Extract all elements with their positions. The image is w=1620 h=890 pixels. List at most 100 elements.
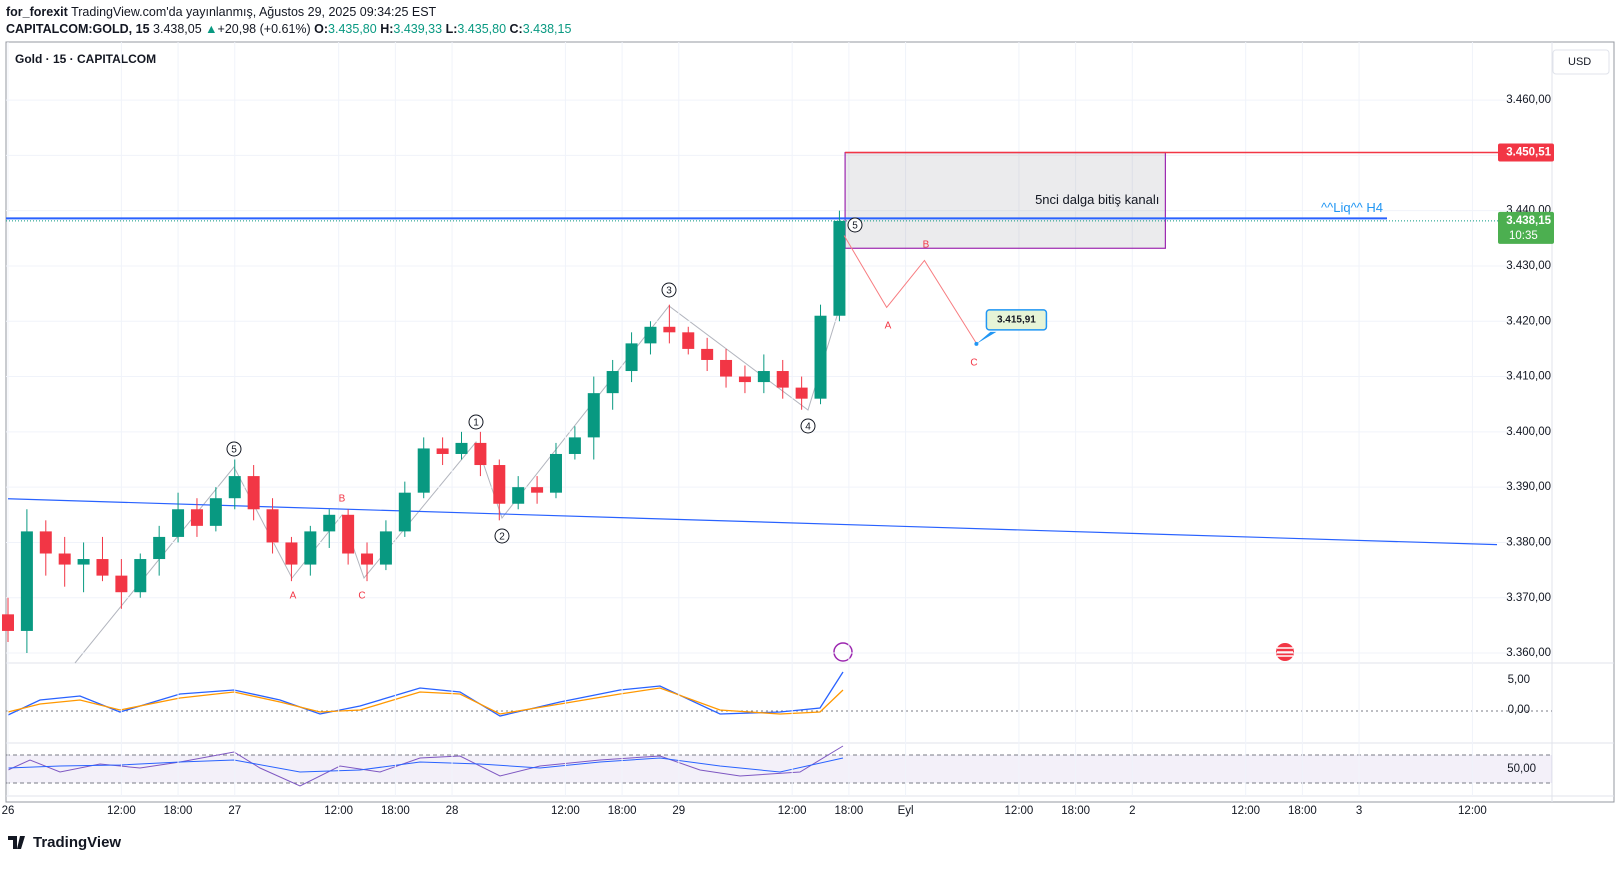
candle-body — [172, 509, 185, 537]
price: 3.438,05 — [153, 22, 202, 36]
channel-box — [844, 151, 1166, 249]
candle-body — [20, 531, 33, 631]
trendline — [7, 498, 1498, 546]
last-price-label: 3.438,15 — [1506, 215, 1551, 227]
y-tick-label: 3.400,00 — [1506, 426, 1551, 438]
candle-body — [417, 448, 430, 493]
x-tick-label: 12:00 — [107, 805, 136, 817]
symbol: CAPITALCOM:GOLD, 15 — [6, 22, 150, 36]
x-tick-label: 29 — [672, 805, 685, 817]
liquidity-label: ^^Liq^^ H4 — [1321, 200, 1383, 215]
h: 3.439,33 — [393, 22, 443, 36]
x-tick-label: 18:00 — [608, 805, 637, 817]
candle-body — [323, 514, 336, 532]
wave-circle — [661, 282, 677, 298]
wave-circle — [847, 217, 863, 233]
candle-body — [209, 498, 222, 526]
candle-body — [77, 559, 90, 565]
candle-body — [682, 332, 695, 349]
macd-tick: 0,00 — [1508, 704, 1530, 716]
x-tick-label: 18:00 — [1061, 805, 1090, 817]
x-tick-label: 27 — [228, 805, 241, 817]
candle-body — [644, 326, 657, 344]
candle-body — [436, 448, 449, 454]
candle-body — [304, 531, 317, 565]
x-tick-label: 12:00 — [778, 805, 807, 817]
wave-label: 4 — [805, 422, 811, 433]
y-tick-label: 3.390,00 — [1506, 481, 1551, 493]
x-tick-label: 2 — [1129, 805, 1135, 817]
x-tick-label: 18:00 — [1288, 805, 1317, 817]
footer: TradingView — [33, 834, 121, 851]
signal-line — [7, 687, 844, 715]
wave-label: 5 — [231, 445, 237, 456]
target-pointer — [976, 331, 997, 344]
flag-stripes — [1277, 647, 1293, 657]
candle-body — [833, 220, 846, 316]
l: 3.435,80 — [457, 22, 507, 36]
x-tick-label: Eyl — [898, 805, 914, 817]
event-icon[interactable] — [833, 642, 853, 662]
y-tick-label: 3.380,00 — [1506, 536, 1551, 548]
wave-circle — [468, 414, 484, 430]
h-key: H: — [380, 22, 394, 36]
published: TradingView.com'da yayınlanmış, Ağustos … — [71, 5, 437, 19]
candle-body — [153, 536, 166, 560]
candle-body — [493, 465, 506, 504]
header-line-1: for_forexit TradingView.com'da yayınlanm… — [6, 5, 436, 19]
c: 3.438,15 — [522, 22, 572, 36]
resistance-tag — [1498, 143, 1554, 162]
countdown: 10:35 — [1509, 230, 1538, 242]
x-tick-label: 18:00 — [381, 805, 410, 817]
channel-label: 5nci dalga bitiş kanalı — [1035, 192, 1159, 207]
wave-circle — [226, 441, 242, 457]
header-line-2: CAPITALCOM:GOLD, 15 3.438,05 ▲+20,98 (+0… — [6, 22, 571, 36]
currency: USD — [1568, 56, 1591, 68]
candle-body — [814, 315, 827, 399]
candle-body — [625, 343, 638, 372]
arrow: ▲ — [205, 22, 218, 36]
y-tick-label: 3.420,00 — [1506, 315, 1551, 327]
wave-label: A — [885, 321, 892, 332]
x-tick-label: 3 — [1356, 805, 1362, 817]
tv-logo — [8, 836, 25, 849]
currency-box[interactable] — [1552, 49, 1610, 75]
wave-circle — [800, 418, 816, 434]
rsi-tick: 50,00 — [1507, 763, 1536, 775]
candle-body — [455, 442, 468, 454]
candle-body — [96, 559, 109, 576]
frame — [5, 41, 1615, 803]
candle-body — [115, 575, 128, 593]
x-tick-label: 12:00 — [1005, 805, 1034, 817]
candle-body — [776, 371, 789, 388]
candle-body — [266, 509, 279, 543]
candle-body — [606, 371, 619, 394]
candle-body — [701, 348, 714, 360]
x-tick-label: 18:00 — [164, 805, 193, 817]
wave-label: C — [970, 358, 977, 369]
projection — [843, 235, 977, 344]
x-tick-label: 18:00 — [834, 805, 863, 817]
x-tick-label: 12:00 — [1231, 805, 1260, 817]
macd-tick: 5,00 — [1508, 674, 1530, 686]
y-tick-label: 3.370,00 — [1506, 592, 1551, 604]
candle-body — [795, 387, 808, 399]
candle-body — [738, 376, 751, 383]
candle-body — [512, 487, 525, 504]
macd-line — [7, 671, 844, 717]
wave-guide — [74, 289, 846, 664]
rsi-ma — [7, 757, 844, 773]
wave-label: 2 — [499, 532, 505, 543]
wave-label: 3 — [666, 286, 672, 297]
candle-body — [549, 453, 562, 493]
candle-body — [568, 437, 581, 454]
y-tick-label: 3.430,00 — [1506, 260, 1551, 272]
wave-label: 5 — [852, 221, 858, 232]
candle-body — [2, 614, 14, 631]
wave-label: B — [339, 494, 346, 505]
candle-body — [757, 371, 770, 383]
c-key: C: — [509, 22, 523, 36]
candle-body — [361, 553, 374, 565]
resistance-label: 3.450,51 — [1506, 147, 1551, 159]
